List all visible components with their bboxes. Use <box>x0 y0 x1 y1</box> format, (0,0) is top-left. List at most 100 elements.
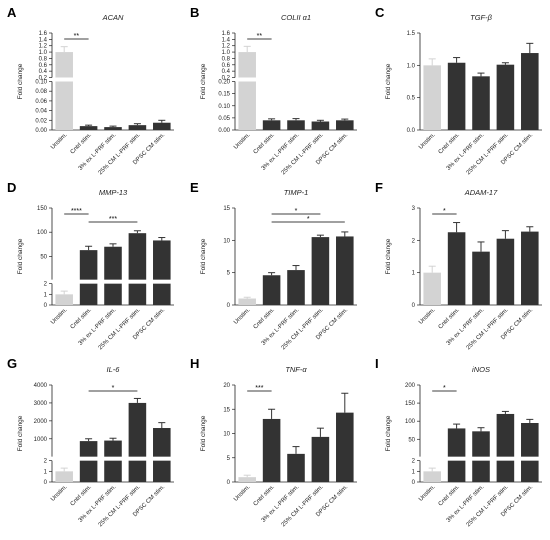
bar <box>311 436 330 482</box>
bar <box>128 233 147 305</box>
y-tick-label: 1.5 <box>407 31 416 37</box>
y-upper-tick-label: 1.0 <box>39 50 48 56</box>
y-tick-label: 1 <box>412 271 416 277</box>
x-tick-label: Cntrl stim. <box>253 484 277 508</box>
x-tick-label: Unstim. <box>50 307 69 326</box>
x-tick-label: Cntrl stim. <box>253 307 277 331</box>
bar <box>496 413 515 482</box>
y-lower-tick-label: 0.08 <box>35 89 47 95</box>
y-tick-label: 2 <box>412 238 416 244</box>
bar <box>238 52 256 131</box>
y-lower-tick-label: 0.00 <box>218 128 230 134</box>
x-tick-label: Cntrl stim. <box>70 484 94 508</box>
y-lower-tick-label: 1 <box>44 469 48 475</box>
x-tick-label: Cntrl stim. <box>438 484 462 508</box>
y-upper-tick-label: 2000 <box>34 419 48 425</box>
x-tick-label: 25% CM L-PRF stim. <box>466 132 510 176</box>
bar <box>55 294 73 305</box>
bar <box>423 471 441 482</box>
y-upper-tick-label: 3000 <box>34 401 48 407</box>
bar <box>55 52 73 131</box>
y-upper-tick-label: 0.4 <box>222 69 231 75</box>
y-lower-tick-label: 0.10 <box>35 80 47 86</box>
axis-break <box>53 279 175 284</box>
significance-label: * <box>295 208 298 215</box>
y-tick-label: 1.0 <box>407 63 416 69</box>
y-lower-tick-label: 0.06 <box>35 99 47 105</box>
y-upper-tick-label: 1.0 <box>222 50 231 56</box>
bar <box>521 231 539 305</box>
significance-label: * <box>112 385 115 392</box>
bar <box>447 232 466 305</box>
bar <box>55 471 73 482</box>
bar <box>496 238 515 305</box>
bar <box>423 272 441 305</box>
x-tick-label: Cntrl stim. <box>438 132 462 156</box>
y-upper-tick-label: 200 <box>405 383 416 389</box>
x-tick-label: Cntrl stim. <box>253 132 277 156</box>
y-axis-label: Fold change <box>385 238 392 274</box>
panel-label: I <box>375 356 379 371</box>
x-tick-label: 25% CM L-PRF stim. <box>466 484 510 528</box>
bar <box>104 246 122 305</box>
bar <box>472 76 490 130</box>
y-tick-label: 0 <box>227 303 231 309</box>
y-upper-tick-label: 1.2 <box>39 44 48 50</box>
y-tick-label: 15 <box>223 206 230 212</box>
x-tick-label: 25% CM L-PRF stim. <box>98 132 142 176</box>
y-upper-tick-label: 1.4 <box>222 37 231 43</box>
bar <box>287 270 305 305</box>
significance-label: *** <box>109 216 117 223</box>
x-tick-label: 25% CM L-PRF stim. <box>466 307 510 351</box>
y-upper-tick-label: 100 <box>405 419 416 425</box>
x-tick-label: Unstim. <box>233 484 252 503</box>
significance-label: * <box>443 385 446 392</box>
x-tick-label: Cntrl stim. <box>70 132 94 156</box>
bar <box>79 250 98 305</box>
y-axis-label: Fold change <box>200 63 207 99</box>
bar <box>311 237 330 305</box>
axis-break <box>53 77 175 82</box>
x-tick-label: 25% CM L-PRF stim. <box>98 307 142 351</box>
y-lower-tick-label: 0.10 <box>218 104 230 110</box>
significance-label: **** <box>71 208 82 215</box>
bar <box>287 453 305 482</box>
significance-label: ** <box>257 33 263 40</box>
y-lower-tick-label: 2 <box>44 282 48 288</box>
y-tick-label: 10 <box>223 238 230 244</box>
x-tick-label: Unstim. <box>418 132 437 151</box>
panel-e: E TIMP-1 Fold change 0 5 10 15 Unstim. Cntrl sti… <box>190 180 357 351</box>
y-tick-label: 5 <box>227 271 231 277</box>
x-tick-label: 25% CM L-PRF stim. <box>98 484 142 528</box>
bar <box>238 477 256 482</box>
panel-label: C <box>375 5 385 20</box>
panel-label: G <box>7 356 17 371</box>
bar <box>311 121 330 130</box>
y-upper-tick-label: 1000 <box>34 437 48 443</box>
panel-label: E <box>190 180 199 195</box>
bar <box>262 275 281 305</box>
bar <box>238 298 256 305</box>
bar <box>104 440 122 482</box>
panel-title: TNF-α <box>285 365 307 374</box>
y-tick-label: 0 <box>227 480 231 486</box>
y-upper-tick-label: 0.2 <box>222 76 231 82</box>
y-tick-label: 10 <box>223 432 230 438</box>
y-lower-tick-label: 0.05 <box>218 116 230 122</box>
panel-c: C TGF-β Fold change 0.0 0.5 1.0 1.5 Unstim. Cntr… <box>375 5 542 176</box>
panel-label: H <box>190 356 199 371</box>
panel-title: ACAN <box>102 13 124 22</box>
panel-label: B <box>190 5 199 20</box>
x-tick-label: 25% CM L-PRF stim. <box>281 484 325 528</box>
bar <box>447 62 466 130</box>
y-upper-tick-label: 0.8 <box>222 56 231 62</box>
x-tick-label: 25% CM L-PRF stim. <box>281 132 325 176</box>
y-upper-tick-label: 4000 <box>34 383 48 389</box>
y-lower-tick-label: 2 <box>412 459 416 465</box>
x-tick-label: Cntrl stim. <box>70 307 94 331</box>
x-tick-label: Unstim. <box>418 307 437 326</box>
bar <box>336 412 354 482</box>
y-axis-label: Fold change <box>385 63 392 99</box>
y-upper-tick-label: 0.4 <box>39 69 48 75</box>
